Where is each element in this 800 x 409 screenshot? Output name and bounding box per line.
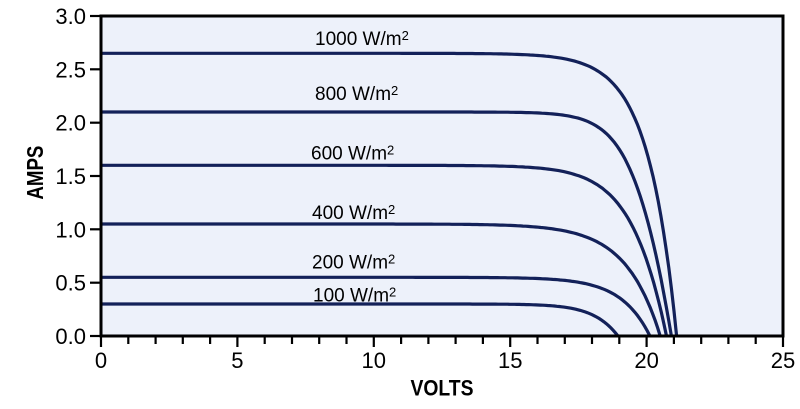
- svg-text:200 W/m2: 200 W/m2: [312, 252, 395, 274]
- svg-text:1.0: 1.0: [55, 217, 86, 242]
- svg-text:400 W/m2: 400 W/m2: [312, 202, 395, 224]
- svg-text:100 W/m2: 100 W/m2: [313, 285, 396, 307]
- svg-text:800 W/m2: 800 W/m2: [315, 83, 398, 105]
- svg-text:2.0: 2.0: [55, 111, 86, 136]
- svg-text:0: 0: [95, 348, 107, 373]
- svg-text:3.0: 3.0: [55, 4, 86, 29]
- svg-text:0.0: 0.0: [55, 324, 86, 349]
- svg-text:20: 20: [634, 348, 658, 373]
- svg-text:VOLTS: VOLTS: [411, 376, 474, 401]
- svg-text:0.5: 0.5: [55, 271, 86, 296]
- svg-text:10: 10: [362, 348, 386, 373]
- svg-text:600 W/m2: 600 W/m2: [311, 143, 394, 165]
- svg-text:15: 15: [498, 348, 522, 373]
- svg-text:2.5: 2.5: [55, 57, 86, 82]
- svg-text:25: 25: [771, 348, 795, 373]
- svg-text:1.5: 1.5: [55, 164, 86, 189]
- svg-text:AMPS: AMPS: [22, 146, 48, 200]
- svg-text:1000 W/m2: 1000 W/m2: [315, 28, 409, 50]
- svg-text:5: 5: [231, 348, 243, 373]
